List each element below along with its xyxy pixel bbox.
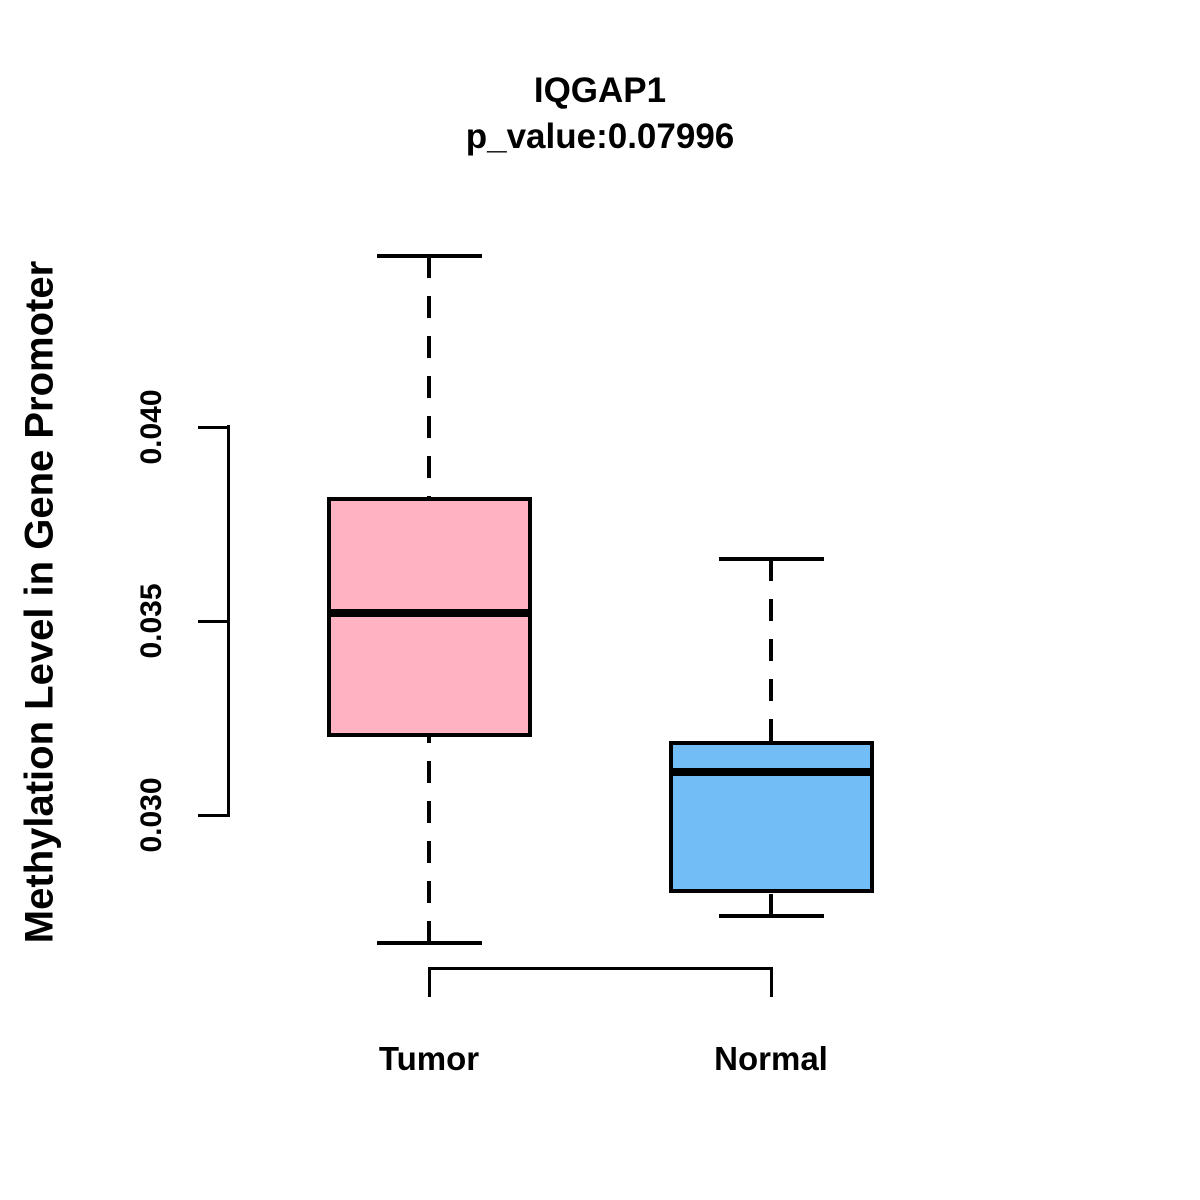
upper-whisker-line [769, 558, 773, 742]
x-tick-label: Normal [714, 1040, 828, 1077]
upper-whisker-cap [376, 254, 482, 259]
y-axis-tick [198, 619, 227, 623]
upper-whisker-cap [718, 556, 824, 561]
y-axis-line [227, 425, 230, 817]
iqr-box [668, 741, 874, 893]
chart-subtitle: p_value:0.07996 [465, 117, 735, 157]
chart-title-block: IQGAP1 p_value:0.07996 [0, 68, 1200, 160]
y-tick-label: 0.040 [135, 389, 168, 465]
x-axis-tick [427, 967, 431, 997]
median-line [668, 768, 874, 777]
y-tick-label: 0.035 [135, 583, 168, 659]
x-tick-label: Tumor [378, 1040, 480, 1077]
lower-whisker-cap [376, 941, 482, 946]
y-tick-label: 0.030 [135, 777, 168, 853]
x-axis-tick [769, 967, 773, 997]
y-axis-tick [198, 813, 227, 817]
median-line [326, 609, 532, 618]
lower-whisker-cap [718, 913, 824, 918]
y-axis-tick [198, 425, 227, 429]
chart-title: IQGAP1 [533, 71, 667, 110]
y-axis-title: Methylation Level in Gene Promoter [17, 260, 62, 944]
x-axis-line [427, 967, 773, 970]
lower-whisker-line [769, 892, 773, 916]
upper-whisker-line [427, 256, 431, 497]
lower-whisker-line [427, 737, 431, 944]
